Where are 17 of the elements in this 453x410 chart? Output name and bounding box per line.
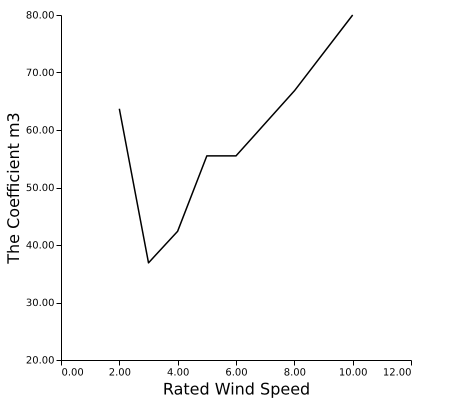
x-tick-label: 0.00 bbox=[62, 368, 84, 378]
y-tick-label: 20.00 bbox=[26, 356, 54, 366]
line-series bbox=[118, 14, 354, 264]
y-tick-label: 70.00 bbox=[26, 68, 54, 79]
y-tick-label: 40.00 bbox=[26, 240, 54, 252]
y-tick-label: 50.00 bbox=[26, 183, 54, 194]
x-tick-label: 8.00 bbox=[284, 368, 306, 378]
x-axis-title: Rated Wind Speed bbox=[162, 380, 310, 398]
x-tick-label: 10.00 bbox=[338, 368, 368, 378]
x-tick-label: 12.00 bbox=[382, 368, 412, 378]
x-tick-label: 4.00 bbox=[167, 368, 190, 378]
x-tick-label: 6.00 bbox=[225, 368, 248, 378]
x-tick-label: 2.00 bbox=[108, 368, 131, 378]
y-tick-label: 30.00 bbox=[26, 298, 54, 309]
y-tick-label: 80.00 bbox=[26, 10, 54, 22]
y-tick-label: 60.00 bbox=[26, 126, 54, 136]
y-axis-title: The Coefficient m3 bbox=[4, 112, 23, 265]
